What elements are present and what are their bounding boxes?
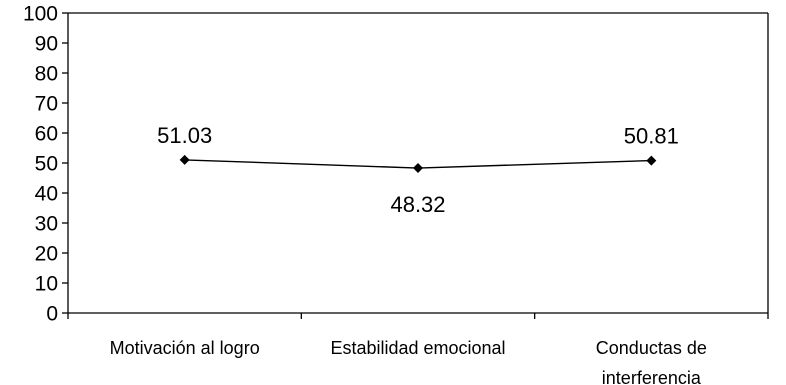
x-category-label-line: Estabilidad emocional xyxy=(330,338,505,358)
y-tick-label: 0 xyxy=(46,303,58,326)
y-tick-label: 50 xyxy=(35,153,58,176)
x-category-label-line: Conductas de xyxy=(596,338,707,358)
series-group xyxy=(179,154,657,174)
y-tick-label: 70 xyxy=(35,93,58,116)
data-point-marker xyxy=(646,155,657,166)
plot-frame xyxy=(68,12,769,313)
x-axis: Motivación al logro Estabilidad emocional… xyxy=(67,312,769,385)
x-category-label: Estabilidad emocional xyxy=(330,338,505,358)
x-category-label-line: Motivación al logro xyxy=(110,338,260,358)
x-category-label: Motivación al logro xyxy=(110,338,260,358)
data-label: 51.03 xyxy=(157,123,212,148)
y-tick-label: 100 xyxy=(23,3,58,26)
data-point-marker xyxy=(413,163,423,174)
y-tick-label: 30 xyxy=(35,213,58,236)
data-point-marker xyxy=(179,154,190,165)
y-axis: 0 10 20 30 40 50 60 70 80 90 100 xyxy=(23,3,69,326)
y-tick-label: 90 xyxy=(35,33,58,56)
y-tick-label: 20 xyxy=(35,243,58,266)
y-tick-label: 60 xyxy=(35,123,58,146)
y-tick-label: 80 xyxy=(35,63,58,86)
data-label: 48.32 xyxy=(390,192,445,217)
y-tick-label: 10 xyxy=(35,273,58,296)
x-category-label-line: interferencia xyxy=(602,368,702,385)
data-labels: 51.03 48.32 50.81 xyxy=(157,123,679,217)
x-category-label: Conductas de interferencia xyxy=(596,338,707,385)
y-tick-label: 40 xyxy=(35,183,58,206)
data-label: 50.81 xyxy=(624,124,679,149)
